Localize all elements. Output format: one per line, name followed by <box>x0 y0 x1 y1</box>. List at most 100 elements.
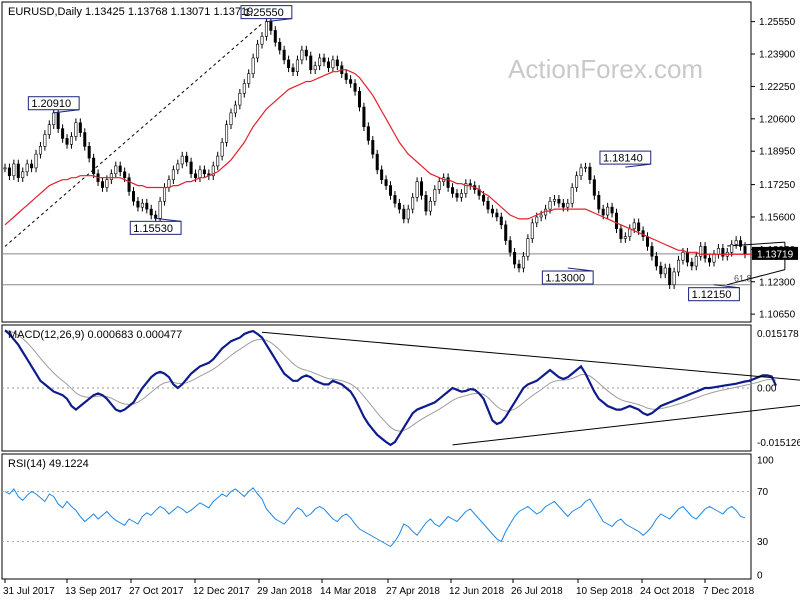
candle-body-128 <box>570 187 574 204</box>
candle-body-129 <box>575 175 579 188</box>
candle-body-35 <box>158 200 162 219</box>
candle-body-13 <box>61 128 65 139</box>
candle-body-167 <box>743 246 747 255</box>
fib-label: 61.8 <box>734 274 752 284</box>
level-box-5 <box>688 287 740 302</box>
x-tick-label-1: 13 Sep 2017 <box>65 586 122 597</box>
candle-body-159 <box>708 257 712 263</box>
candle-body-147 <box>654 255 658 267</box>
candle-body-74 <box>331 59 335 69</box>
macd-label: MACD(12,26,9) 0.000683 0.000477 <box>8 329 182 341</box>
candle-body-83 <box>371 140 375 155</box>
x-tick-label-5: 14 Mar 2018 <box>320 586 377 597</box>
candle-body-164 <box>730 244 734 253</box>
candle-body-152 <box>677 259 681 273</box>
rsi-line <box>4 487 746 548</box>
candle-body-132 <box>588 166 592 180</box>
candle-body-102 <box>455 193 459 198</box>
candle-body-39 <box>176 163 180 171</box>
candle-body-24 <box>109 173 113 180</box>
candle-body-158 <box>703 246 707 259</box>
candle-body-91 <box>406 208 410 220</box>
candle-body-85 <box>380 169 384 180</box>
candle-body-94 <box>420 181 424 196</box>
candle-body-98 <box>437 181 441 190</box>
triangle-lower-line <box>727 269 786 286</box>
candle-body-70 <box>313 65 317 71</box>
candle-body-29 <box>131 191 136 202</box>
candle-body-26 <box>118 165 122 173</box>
level-box-0 <box>27 96 80 111</box>
candle-body-66 <box>295 59 299 72</box>
candle-body-12 <box>56 112 60 129</box>
candle-body-50 <box>225 124 229 143</box>
candle-body-100 <box>446 177 450 188</box>
candle-body-162 <box>721 248 725 257</box>
candle-body-71 <box>318 57 322 67</box>
candle-body-68 <box>304 49 308 57</box>
candle-body-19 <box>87 145 91 159</box>
rsi-ytick-label-0: 100 <box>757 456 774 467</box>
candle-body-22 <box>100 181 104 188</box>
candle-body-89 <box>397 202 401 210</box>
candle-body-166 <box>739 240 743 247</box>
level-label-1: 1.25550 <box>244 7 284 19</box>
candle-body-115 <box>513 252 517 265</box>
candle-body-34 <box>154 214 158 219</box>
candle-body-45 <box>202 169 206 175</box>
candle-body-140 <box>623 236 627 239</box>
level-pointer-4 <box>625 163 651 168</box>
candle-body-0 <box>3 167 7 170</box>
candle-body-92 <box>411 197 415 210</box>
x-tick-label-7: 12 Jun 2018 <box>449 586 504 597</box>
axis-layer: 1.25550 1.23900 1.22250 1.20600 1.18950 1.172… <box>3 17 800 597</box>
triangle-upper-line <box>727 241 785 247</box>
macd-ytick-label-1: 0.00 <box>757 384 777 395</box>
candle-body-33 <box>149 208 153 216</box>
candle-body-27 <box>123 171 127 179</box>
rsi-panel-frame <box>1 453 752 580</box>
candle-body-40 <box>180 155 184 165</box>
candle-body-130 <box>579 167 583 177</box>
candle-body-153 <box>681 252 685 261</box>
candle-body-120 <box>535 216 539 224</box>
candle-body-8 <box>38 145 42 155</box>
candle-body-48 <box>216 155 220 167</box>
candle-body-61 <box>273 30 277 43</box>
level-pointer-0 <box>53 109 80 114</box>
candle-body-125 <box>557 199 561 204</box>
rsi-label: RSI(14) 49.1224 <box>8 458 89 470</box>
candle-body-52 <box>233 104 237 114</box>
candle-body-49 <box>220 142 224 157</box>
candle-body-28 <box>127 177 131 192</box>
candle-body-111 <box>495 212 499 218</box>
candle-body-18 <box>83 132 87 147</box>
x-tick-label-2: 27 Oct 2017 <box>129 586 184 597</box>
level-label-0: 1.20910 <box>31 98 71 110</box>
candle-body-112 <box>499 216 503 226</box>
candle-body-43 <box>194 173 198 179</box>
x-tick-label-9: 10 Sep 2018 <box>576 586 633 597</box>
candle-body-142 <box>632 222 636 230</box>
candle-body-37 <box>167 179 171 188</box>
candle-body-6 <box>30 163 34 169</box>
candle-body-57 <box>256 43 260 59</box>
candle-body-65 <box>291 67 295 72</box>
candle-body-53 <box>238 92 242 106</box>
candle-body-62 <box>278 41 282 51</box>
candle-body-150 <box>668 267 672 285</box>
candle-body-143 <box>637 222 641 232</box>
candle-body-145 <box>646 236 650 247</box>
candle-body-135 <box>601 208 605 216</box>
candle-body-84 <box>375 153 379 171</box>
candle-body-154 <box>685 252 689 263</box>
rsi-ytick-label-3: 0 <box>757 571 763 582</box>
candle-body-15 <box>69 136 73 145</box>
candle-body-110 <box>490 208 494 214</box>
candle-body-67 <box>300 49 304 61</box>
x-tick-label-10: 24 Oct 2018 <box>640 586 695 597</box>
candle-body-16 <box>74 122 78 137</box>
candle-body-4 <box>21 171 25 179</box>
candle-body-138 <box>614 212 619 230</box>
candle-body-59 <box>264 21 268 37</box>
